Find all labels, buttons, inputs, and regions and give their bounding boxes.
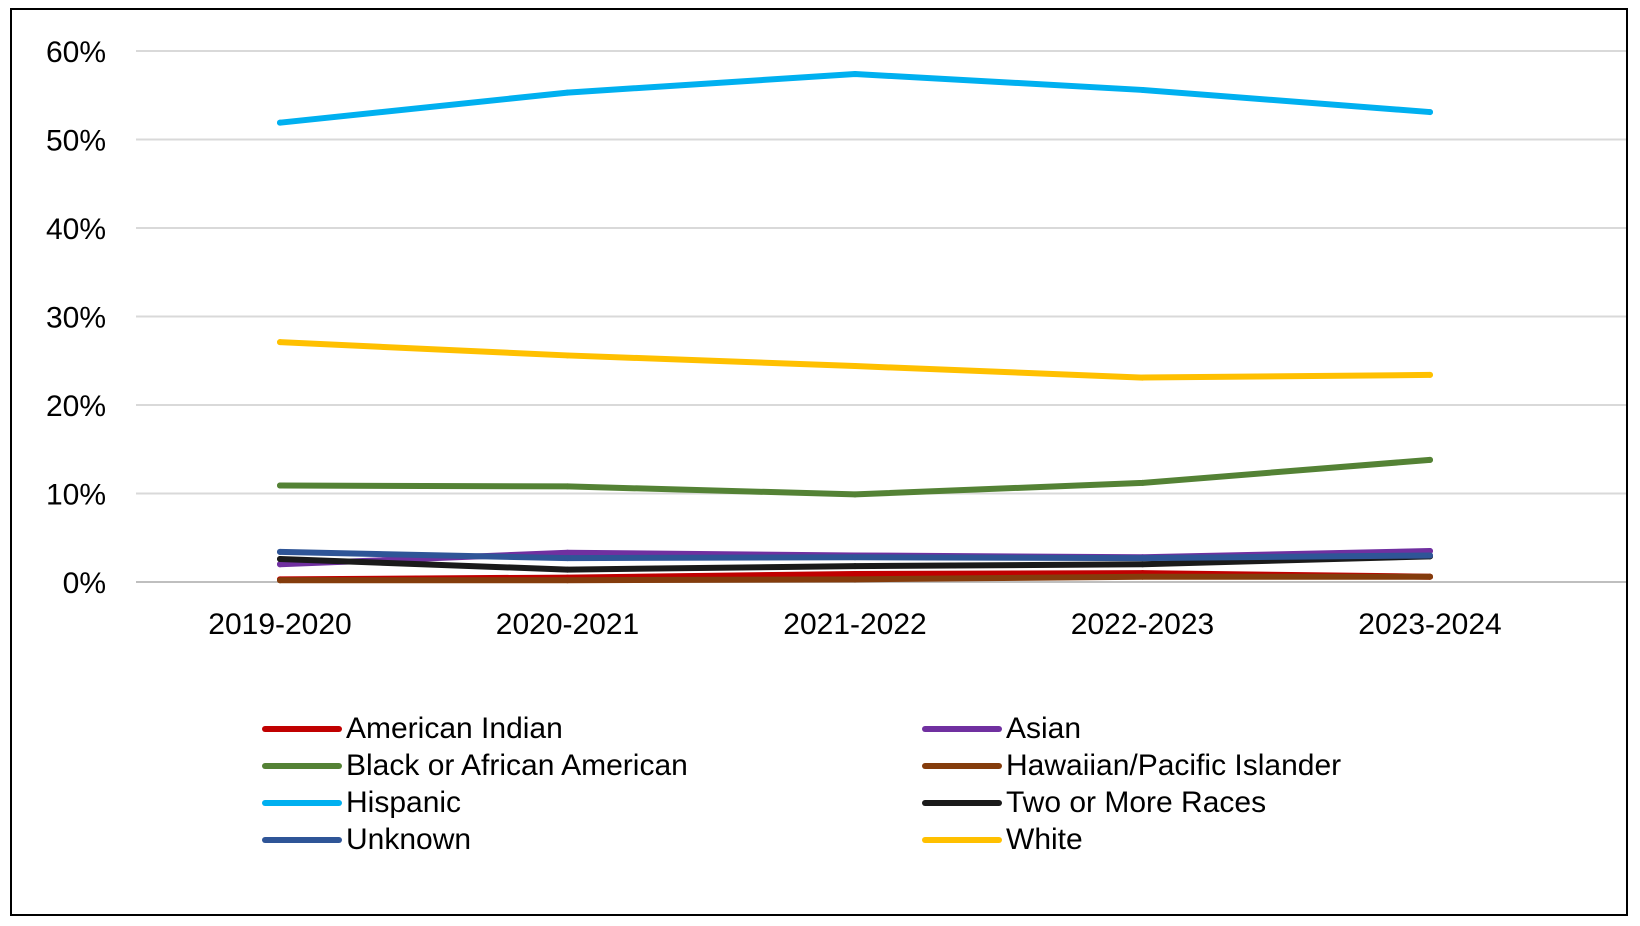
data-point	[852, 71, 858, 78]
data-point	[277, 555, 283, 562]
legend-label: Two or More Races	[1006, 785, 1267, 819]
legend-label: Asian	[1006, 711, 1082, 745]
data-point	[852, 363, 858, 370]
legend-label: Hawaiian/Pacific Islander	[1006, 748, 1342, 782]
series-unknown	[277, 548, 1433, 562]
data-point	[1427, 456, 1433, 463]
y-tick-label: 10%	[46, 479, 106, 512]
data-point	[277, 482, 283, 489]
y-axis-ticks: 0% 10% 20% 30% 40% 50% 60%	[46, 36, 106, 600]
x-tick-label: 2020-2021	[496, 608, 639, 641]
legend-swatch	[262, 725, 342, 732]
data-point	[564, 483, 571, 490]
x-tick-label: 2023-2024	[1358, 608, 1501, 641]
legend-item-two-or-more-races: Two or More Races	[922, 784, 1462, 821]
data-point	[277, 339, 283, 346]
data-point	[564, 577, 571, 584]
data-point	[564, 352, 571, 359]
data-point	[564, 549, 571, 556]
series-black-or-african-american	[277, 456, 1433, 498]
data-point	[852, 491, 858, 498]
data-point	[1139, 86, 1146, 93]
legend-swatch	[922, 725, 1002, 732]
legend-item-white: White	[922, 821, 1462, 858]
data-point	[1139, 555, 1146, 562]
x-tick-label: 2022-2023	[1071, 608, 1214, 641]
data-point	[277, 119, 283, 126]
legend-label: Black or African American	[346, 748, 688, 782]
y-tick-label: 60%	[46, 36, 106, 69]
data-point	[1427, 552, 1433, 559]
legend: American Indian Asian Black or African Ame…	[262, 710, 1462, 858]
legend-label: Unknown	[346, 822, 472, 856]
x-tick-label: 2021-2022	[783, 608, 926, 641]
chart-frame: 0% 10% 20% 30% 40% 50% 60% 2019-2020 2020-2021 2…	[10, 8, 1628, 916]
data-point	[1427, 573, 1433, 580]
data-point	[852, 571, 858, 578]
data-point	[852, 554, 858, 561]
y-tick-label: 30%	[46, 302, 106, 335]
series-line-black-or-african-american	[277, 456, 1433, 498]
data-point	[277, 561, 283, 568]
data-point	[1139, 374, 1146, 381]
legend-item-unknown: Unknown	[262, 821, 922, 858]
series-lines	[277, 71, 1433, 584]
legend-swatch	[922, 799, 1002, 806]
legend-item-hawaiian-pacific-islander: Hawaiian/Pacific Islander	[922, 747, 1462, 784]
data-point	[1427, 109, 1433, 116]
data-point	[1139, 561, 1146, 568]
x-tick-label: 2019-2020	[208, 608, 351, 641]
legend-swatch	[922, 762, 1002, 769]
gridlines	[136, 50, 1626, 583]
y-tick-label: 40%	[46, 213, 106, 246]
legend-label: American Indian	[346, 711, 563, 745]
series-hispanic	[277, 71, 1433, 126]
data-point	[852, 576, 858, 583]
legend-label: White	[1006, 822, 1083, 856]
y-tick-label: 50%	[46, 125, 106, 158]
series-line-hispanic	[277, 71, 1433, 126]
legend-swatch	[262, 836, 342, 843]
series-hawaiian-pacific-islander	[277, 573, 1433, 584]
series-line-white	[277, 339, 1433, 381]
y-tick-label: 20%	[46, 390, 106, 423]
legend-item-black-or-african-american: Black or African American	[262, 747, 922, 784]
legend-swatch	[262, 762, 342, 769]
data-point	[564, 89, 571, 96]
x-axis-ticks: 2019-2020 2020-2021 2021-2022 2022-2023 2023…	[208, 608, 1501, 641]
y-tick-label: 0%	[63, 567, 106, 600]
data-point	[852, 563, 858, 570]
legend-item-hispanic: Hispanic	[262, 784, 922, 821]
data-point	[1139, 479, 1146, 486]
legend-swatch	[922, 836, 1002, 843]
data-point	[1427, 371, 1433, 378]
legend-swatch	[262, 799, 342, 806]
legend-item-asian: Asian	[922, 710, 1462, 747]
data-point	[564, 555, 571, 562]
data-point	[277, 577, 283, 584]
line-chart: 0%10%20%30%40%50%60% 2019-2020 2020-2021 2…	[46, 36, 1626, 641]
legend-item-american-indian: American Indian	[262, 710, 922, 747]
legend-label: Hispanic	[346, 785, 462, 819]
data-point	[277, 548, 283, 555]
series-white	[277, 339, 1433, 381]
data-point	[1139, 573, 1146, 580]
data-point	[564, 566, 571, 573]
